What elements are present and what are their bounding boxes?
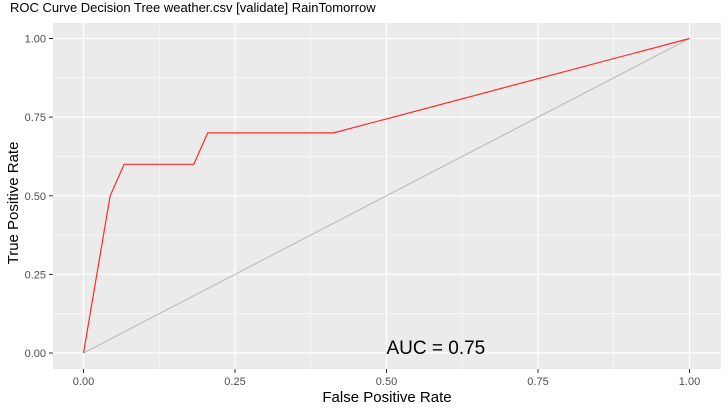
- x-tick-label: 0.75: [527, 376, 548, 388]
- series-layer: [82, 37, 690, 354]
- annotation-layer: AUC = 0.75: [387, 338, 486, 359]
- y-axis-title: True Positive Rate: [5, 142, 22, 265]
- y-tick-label: 0.00: [25, 348, 46, 360]
- chart-title: ROC Curve Decision Tree weather.csv [val…: [10, 0, 376, 15]
- diagonal-reference-line: [83, 37, 690, 354]
- x-tick-label: 0.00: [73, 376, 94, 388]
- auc-annotation: AUC = 0.75: [387, 338, 486, 359]
- roc-curve-line: [82, 37, 690, 354]
- y-tick-label: 1.00: [25, 34, 46, 46]
- x-tick-label: 0.50: [376, 376, 397, 388]
- x-axis-title: False Positive Rate: [322, 389, 451, 406]
- x-tick-label: 0.25: [224, 376, 245, 388]
- y-tick-label: 0.75: [25, 112, 46, 124]
- x-axis-ticks: 0.00 0.25 0.50 0.75 1.00: [73, 369, 700, 388]
- y-tick-label: 0.25: [25, 269, 46, 281]
- x-tick-label: 1.00: [679, 376, 700, 388]
- y-tick-label: 0.50: [25, 191, 46, 203]
- y-axis-ticks: 0.00 0.25 0.50 0.75 1.00: [25, 34, 53, 360]
